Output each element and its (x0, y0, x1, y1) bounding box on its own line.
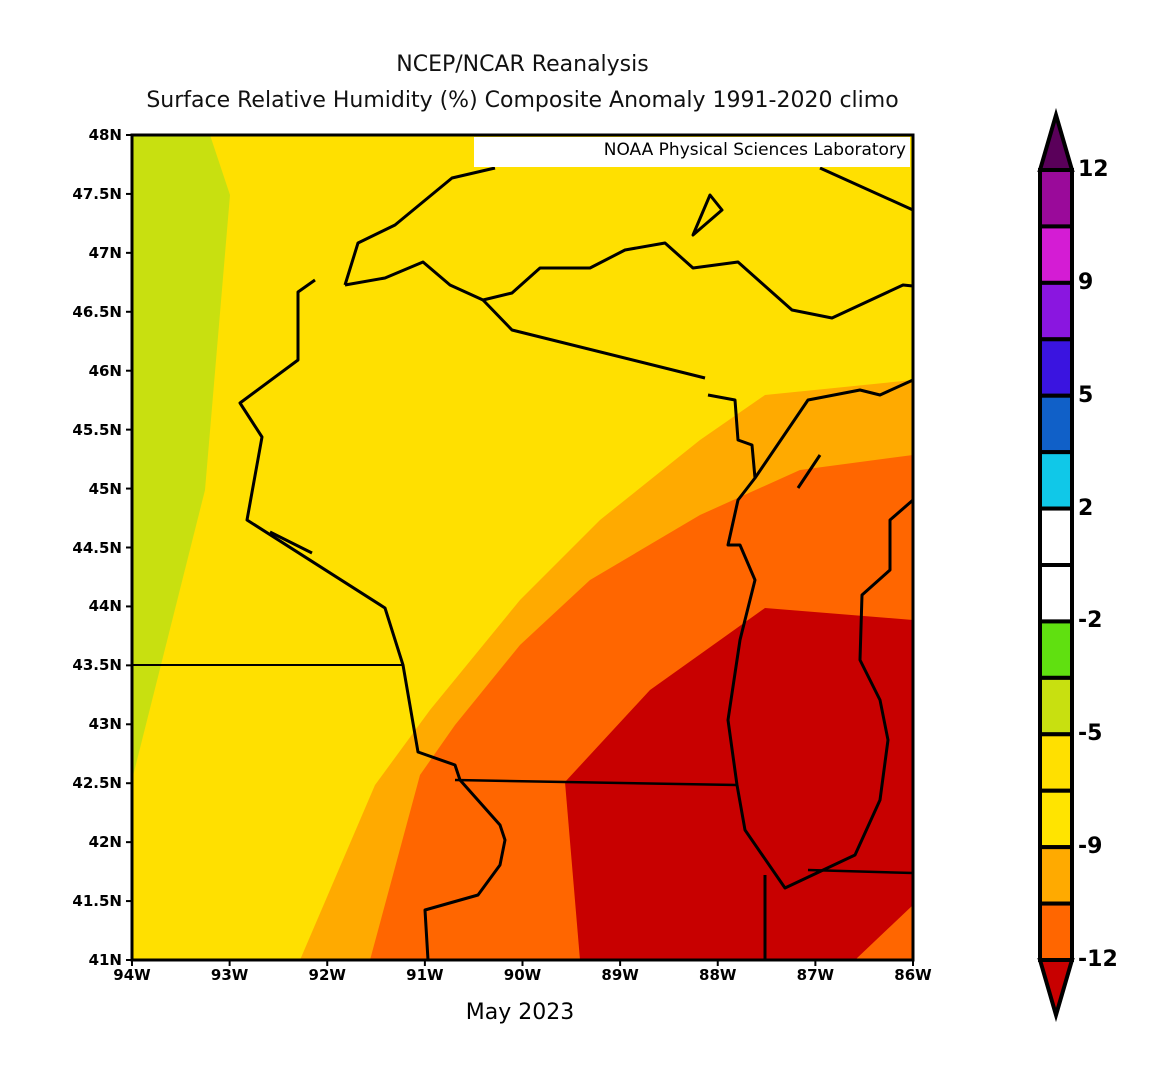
colorbar-box (1038, 619, 1074, 680)
colorbar-box (1038, 563, 1074, 624)
lat-tick-label: 41N (88, 951, 122, 969)
lat-tick-label: 43.5N (72, 656, 122, 675)
credit-label: NOAA Physical Sciences Laboratory (474, 137, 910, 167)
lat-tick-label: 43N (88, 715, 122, 734)
lake-michigan-west-shore (707, 393, 914, 890)
colorbar-over-triangle (1037, 107, 1075, 172)
period-label: May 2023 (465, 1000, 575, 1025)
boundaries (132, 166, 914, 961)
colorbar-under-triangle (1037, 958, 1075, 1023)
green-region (132, 135, 230, 780)
colorbar-box (1038, 393, 1074, 455)
river-segment (269, 530, 313, 555)
colorbar-label: 9 (1078, 269, 1094, 295)
lon-tick-label: 89W (601, 966, 639, 984)
isle-royale (691, 193, 724, 237)
lon-tick-label: 88W (699, 966, 737, 984)
colorbar-box (1038, 224, 1074, 285)
ontario-shore (819, 166, 914, 212)
colorbar-label: -12 (1078, 947, 1118, 972)
colorbar-box (1038, 675, 1074, 737)
lon-tick-label: 87W (796, 966, 835, 984)
lat-tick-label: 45N (88, 479, 122, 498)
colorbar-box (1038, 506, 1074, 568)
colorbar-label: 2 (1078, 495, 1094, 521)
colorbar-label: 12 (1078, 157, 1109, 182)
lat-tick-label: 48N (88, 126, 122, 144)
lon-tick-label: 93W (210, 966, 249, 984)
colorbar-box (1038, 168, 1074, 229)
lat-tick-label: 45.5N (72, 420, 122, 439)
lake-superior-south-shore (344, 260, 484, 302)
lat-tick-label: 44N (88, 597, 122, 616)
colorbar-box (1038, 337, 1074, 398)
colorbar-label: -2 (1078, 608, 1103, 634)
il-wi-border (454, 778, 738, 787)
lon-tick-label: 94W (113, 966, 151, 984)
lon-tick-label: 92W (308, 966, 346, 984)
colorbar-box (1038, 732, 1074, 793)
lat-tick-label: 42N (88, 833, 122, 852)
lat-tick-label: 42.5N (72, 774, 122, 793)
lon-tick-label: 90W (503, 966, 542, 984)
lat-tick-label: 47.5N (72, 184, 122, 203)
up-north-shore (482, 241, 914, 320)
colorbar-box (1038, 788, 1074, 850)
lat-tick-label: 44.5N (72, 538, 122, 557)
mi-peninsula-tip (796, 454, 822, 489)
colorbar-box (1038, 845, 1074, 906)
colorbar-box (1038, 450, 1074, 511)
lat-tick-label: 47N (88, 243, 122, 262)
door-peninsula (753, 378, 914, 479)
lon-tick-label: 91W (406, 966, 444, 984)
lat-tick-label: 41.5N (72, 892, 122, 911)
wi-west-border (238, 278, 507, 961)
lat-tick-label: 46N (88, 361, 122, 380)
lat-tick-label: 46.5N (72, 302, 122, 321)
chart-subtitle: Surface Relative Humidity (%) Composite … (146, 88, 899, 113)
chart-title: NCEP/NCAR Reanalysis (396, 52, 649, 77)
lon-tick-label: 86W (894, 966, 932, 984)
lake-superior-north-shore (343, 166, 496, 286)
colorbar-label: -5 (1078, 721, 1103, 747)
colorbar-box (1038, 280, 1074, 342)
up-south-shore (481, 298, 706, 380)
colorbar-label: -9 (1078, 834, 1103, 860)
colorbar-label: 5 (1078, 382, 1094, 408)
red-region (565, 608, 913, 960)
colorbar (1037, 107, 1075, 1023)
colorbar-box (1038, 901, 1074, 962)
